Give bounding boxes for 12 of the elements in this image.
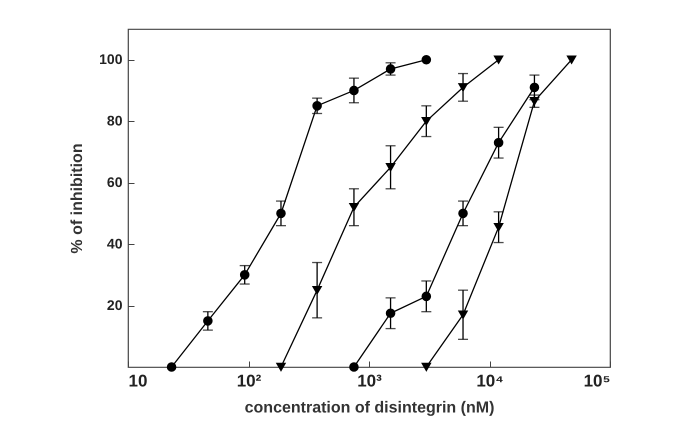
x-tick-label: 10 <box>128 372 148 390</box>
y-tick-label: 20 <box>106 297 123 314</box>
y-tick-label: 40 <box>106 236 123 252</box>
x-tick-label: 10² <box>236 372 262 390</box>
x-tick-label: 10⁵ <box>584 372 610 390</box>
x-axis-title: concentration of disintegrin (nM) <box>244 400 494 416</box>
x-tick-label: 10³ <box>357 372 382 390</box>
x-tick-label: 10⁴ <box>476 372 504 390</box>
y-axis-title: % of inhibition <box>69 143 86 254</box>
y-tick-label: 60 <box>106 174 123 190</box>
y-tick-label: 80 <box>106 112 123 129</box>
y-tick-label: 100 <box>99 51 123 68</box>
